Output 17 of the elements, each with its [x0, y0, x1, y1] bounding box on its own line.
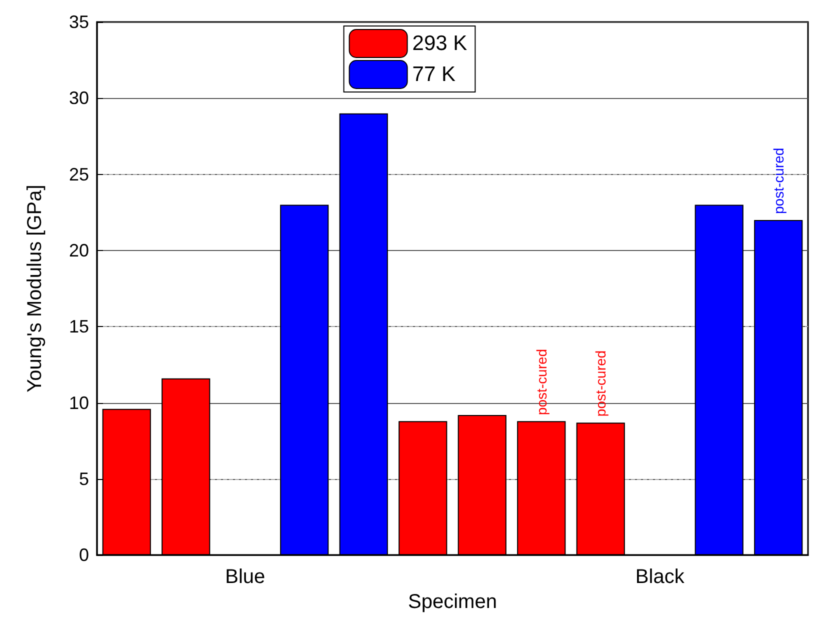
data-label: post-cured [533, 348, 550, 416]
legend-label: 77 K [412, 63, 456, 86]
y-tick-label: 20 [68, 240, 89, 260]
y-tick-label: 0 [78, 545, 89, 566]
x-tick-label: Blue [225, 566, 266, 588]
y-tick-label: 30 [68, 88, 89, 108]
y-tick-label: 10 [68, 392, 89, 413]
y-tick-label: 15 [68, 316, 89, 337]
data-label: post-cured [770, 148, 786, 214]
x-tick-label: Black [635, 566, 686, 588]
y-tick-label: 35 [68, 12, 89, 32]
y-tick-label: 25 [68, 164, 89, 184]
y-tick-label: 5 [78, 468, 89, 489]
x-axis-title: Specimen [408, 591, 497, 613]
data-label: post-cured [592, 350, 609, 417]
legend-label: 293 K [412, 32, 468, 55]
y-axis-title: Young's Modulus [GPa] [24, 184, 46, 392]
